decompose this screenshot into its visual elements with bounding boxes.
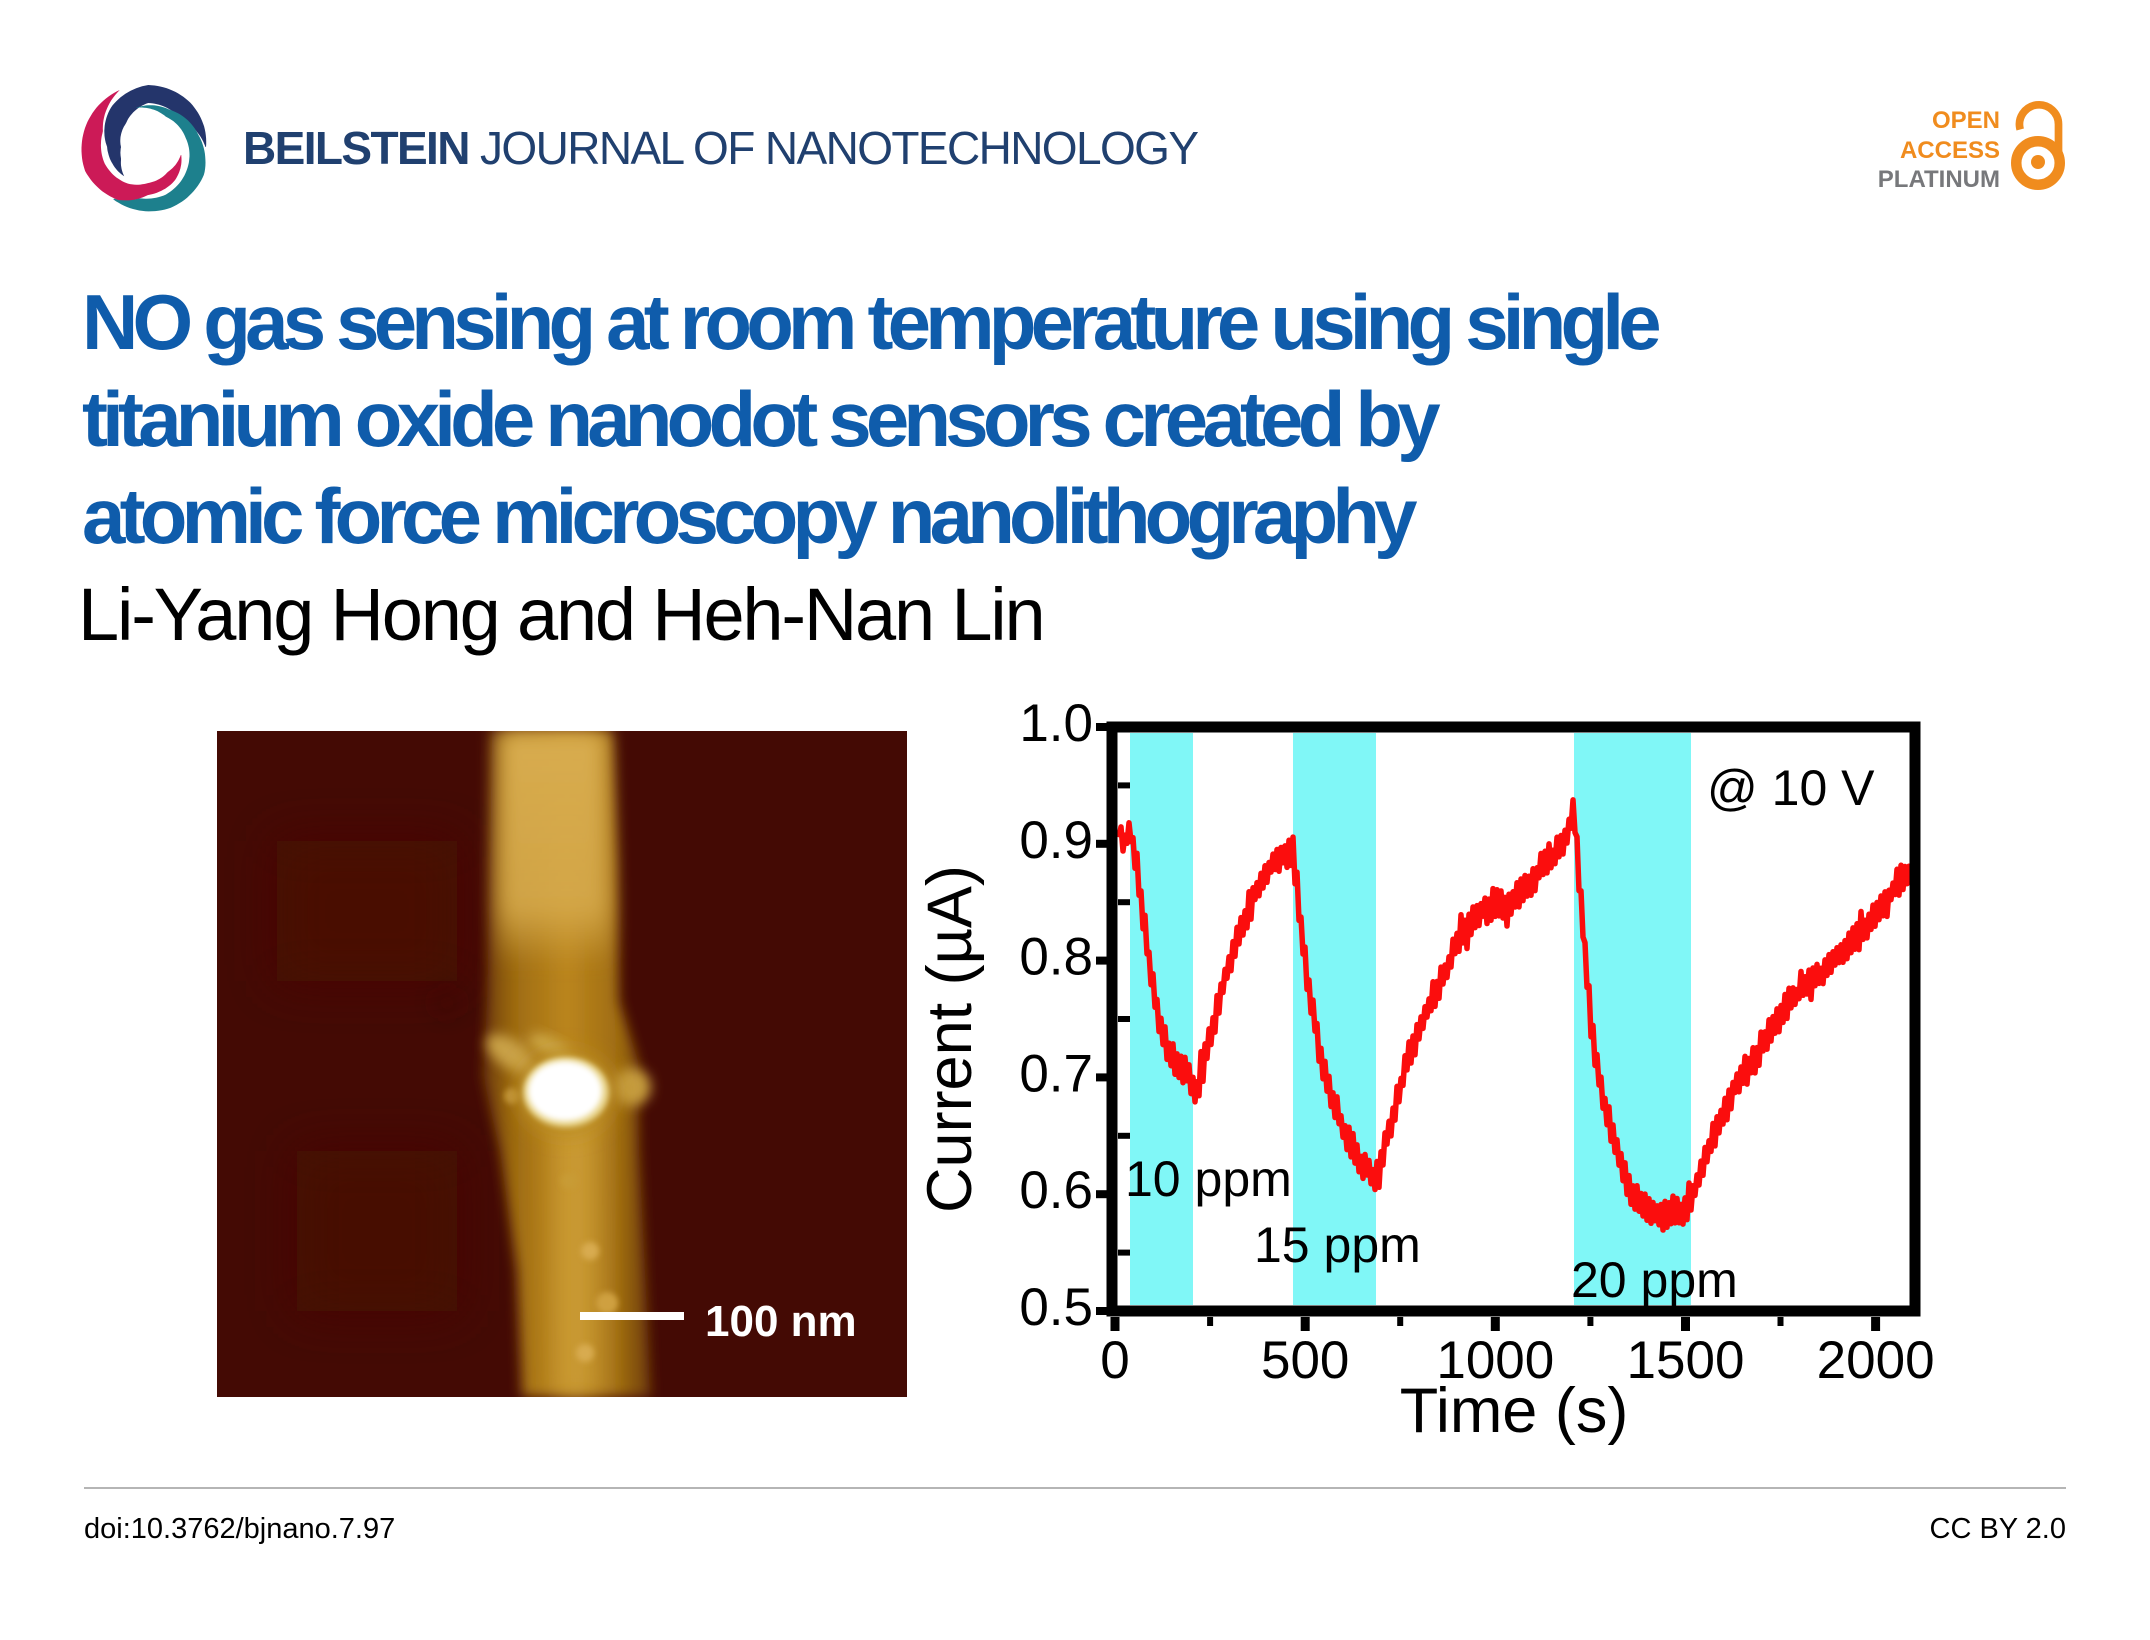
svg-text:10 ppm: 10 ppm: [1125, 1151, 1292, 1207]
svg-text:100 nm: 100 nm: [705, 1297, 857, 1346]
svg-text:Time (s): Time (s): [1400, 1376, 1629, 1446]
svg-text:0.9: 0.9: [1019, 811, 1093, 870]
svg-text:1.0: 1.0: [1019, 694, 1093, 753]
svg-text:0.7: 0.7: [1019, 1044, 1093, 1103]
svg-text:@ 10 V: @ 10 V: [1707, 760, 1875, 816]
svg-text:15 ppm: 15 ppm: [1254, 1217, 1421, 1273]
svg-text:500: 500: [1261, 1331, 1349, 1390]
svg-text:2000: 2000: [1817, 1331, 1935, 1390]
svg-text:1000: 1000: [1436, 1331, 1554, 1390]
svg-text:0.8: 0.8: [1019, 928, 1093, 987]
svg-text:1500: 1500: [1627, 1331, 1745, 1390]
svg-text:20 ppm: 20 ppm: [1571, 1252, 1738, 1308]
svg-text:Current (µA): Current (µA): [915, 865, 985, 1213]
svg-text:0.5: 0.5: [1019, 1278, 1093, 1337]
svg-text:0.6: 0.6: [1019, 1161, 1093, 1220]
svg-text:0: 0: [1100, 1331, 1129, 1390]
